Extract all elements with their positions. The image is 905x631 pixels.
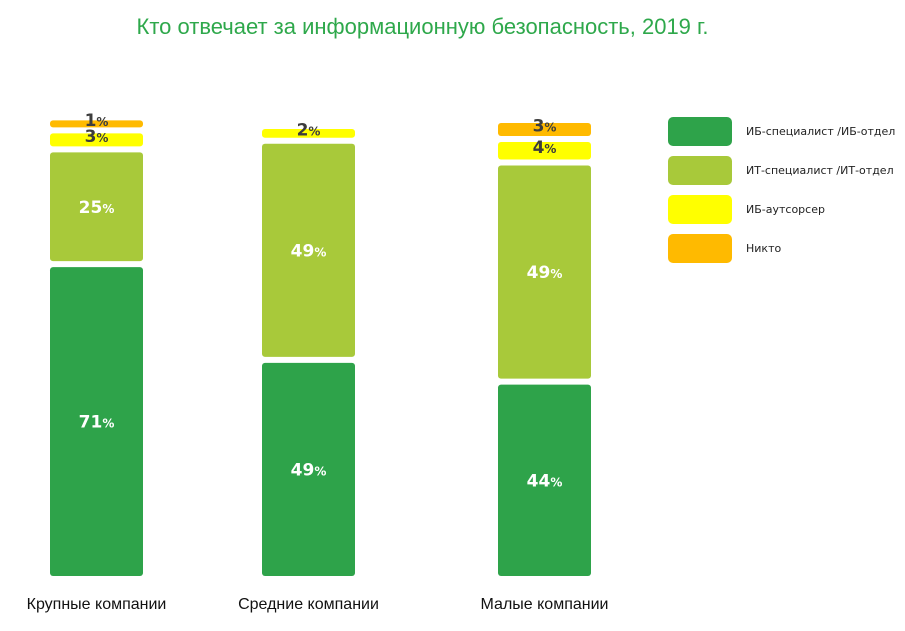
bar-segment — [498, 165, 591, 379]
data-label: 25% — [79, 198, 115, 218]
legend-label: ИБ-специалист /ИБ-отдел — [746, 125, 896, 138]
legend-swatch — [668, 117, 732, 146]
legend-swatch — [668, 195, 732, 224]
bar-segment — [262, 143, 355, 357]
data-label: 1% — [85, 111, 109, 131]
bar-segment — [50, 120, 143, 128]
bar-segment — [50, 152, 143, 262]
data-label: 2% — [297, 120, 321, 140]
data-label: 44% — [527, 471, 563, 491]
bar-segment — [262, 362, 355, 576]
legend-label: ИБ-аутсорсер — [746, 203, 825, 216]
legend-swatch — [668, 156, 732, 185]
data-label: 3% — [85, 127, 109, 147]
legend-item: ИТ-специалист /ИТ-отдел — [668, 151, 895, 190]
legend: ИБ-специалист /ИБ-отдел ИТ-специалист /И… — [668, 112, 895, 268]
category-label: Крупные компании — [27, 596, 167, 613]
data-label: 49% — [291, 241, 327, 261]
category-label: Малые компании — [481, 596, 609, 613]
legend-label: Никто — [746, 242, 782, 255]
chart-title: Кто отвечает за информационную безопасно… — [136, 14, 709, 39]
bar-segment — [50, 267, 143, 576]
data-label: 49% — [527, 263, 563, 283]
category-label: Средние компании — [238, 596, 379, 613]
legend-swatch — [668, 234, 732, 263]
data-label: 71% — [79, 413, 115, 433]
bar-segment — [262, 129, 355, 138]
bar-segment — [498, 123, 591, 137]
bar-segment — [50, 133, 143, 147]
data-label: 49% — [291, 460, 327, 480]
legend-item: Никто — [668, 229, 895, 268]
bar-segment — [498, 384, 591, 576]
legend-label: ИТ-специалист /ИТ-отдел — [746, 164, 894, 177]
legend-item: ИБ-аутсорсер — [668, 190, 895, 229]
data-label: 3% — [533, 117, 557, 137]
data-label: 4% — [533, 138, 557, 158]
legend-item: ИБ-специалист /ИБ-отдел — [668, 112, 895, 151]
bar-segment — [498, 142, 591, 160]
